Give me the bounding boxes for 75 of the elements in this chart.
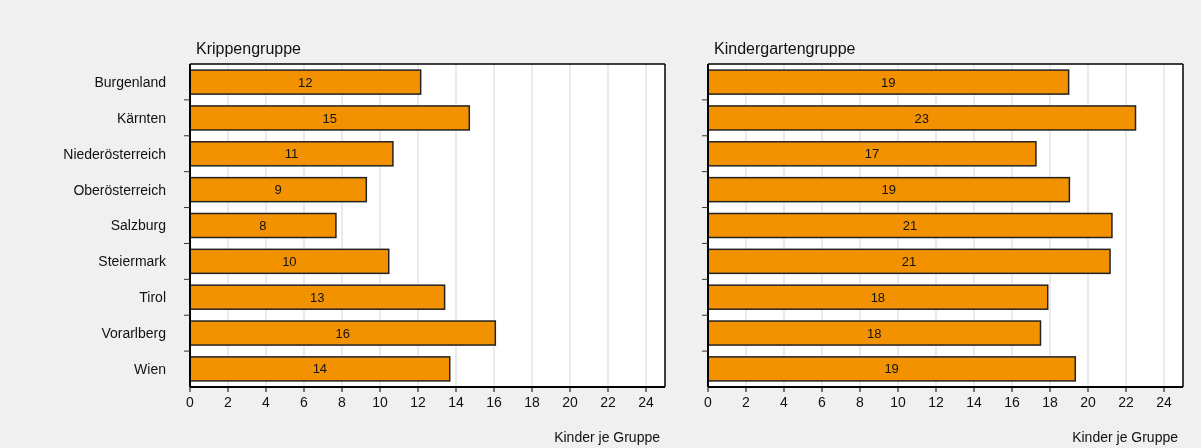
bar xyxy=(707,320,1042,346)
data-label: 8 xyxy=(259,218,267,234)
x-axis-title: Kinder je Gruppe xyxy=(554,429,661,445)
chart-title: Kindergartengruppe xyxy=(714,40,856,57)
data-label: 11 xyxy=(284,146,299,162)
bar xyxy=(189,284,446,310)
bar xyxy=(707,176,1071,203)
data-label: 21 xyxy=(902,218,918,234)
x-tick-label: 18 xyxy=(524,394,540,410)
x-tick-label: 20 xyxy=(1080,394,1096,410)
x-tick-label: 22 xyxy=(600,394,616,410)
data-label: 19 xyxy=(881,182,896,198)
x-tick-label: 0 xyxy=(186,394,195,410)
x-tick-label: 8 xyxy=(856,394,865,410)
x-tick-label: 20 xyxy=(562,394,578,410)
y-tick-label: Steiermark xyxy=(98,253,167,270)
bar xyxy=(707,105,1137,131)
y-tick-label: Tirol xyxy=(139,289,166,306)
y-tick-label: Salzburg xyxy=(110,217,166,234)
data-label: 13 xyxy=(310,289,325,305)
data-label: 14 xyxy=(312,361,328,377)
x-tick-label: 10 xyxy=(372,394,388,410)
x-tick-label: 24 xyxy=(1156,394,1172,410)
x-tick-label: 16 xyxy=(1004,394,1020,410)
bar xyxy=(189,212,337,239)
bar xyxy=(707,356,1077,382)
x-tick-label: 10 xyxy=(890,394,906,410)
data-label: 19 xyxy=(884,361,899,377)
data-label: 12 xyxy=(298,74,313,90)
x-tick-label: 4 xyxy=(780,394,789,410)
x-tick-label: 6 xyxy=(818,394,827,410)
x-tick-label: 14 xyxy=(966,394,982,410)
x-tick-label: 22 xyxy=(1118,394,1134,410)
x-tick-label: 0 xyxy=(704,394,713,410)
y-tick-label: Oberösterreich xyxy=(73,181,166,198)
x-tick-label: 14 xyxy=(448,394,464,410)
x-tick-label: 12 xyxy=(410,394,426,410)
data-label: 23 xyxy=(914,110,929,126)
bar xyxy=(707,212,1113,239)
bar xyxy=(189,141,394,167)
x-tick-label: 18 xyxy=(1042,394,1058,410)
y-tick-label: Burgenland xyxy=(94,74,166,90)
y-tick-label: Wien xyxy=(134,360,166,377)
x-tick-label: 16 xyxy=(486,394,502,410)
bar xyxy=(189,105,471,131)
bar xyxy=(189,320,497,346)
x-tick-label: 2 xyxy=(224,394,233,410)
x-tick-label: 8 xyxy=(338,394,347,410)
y-tick-label: Vorarlberg xyxy=(101,324,166,341)
y-tick-label: Kärnten xyxy=(116,109,166,126)
x-tick-label: 24 xyxy=(638,394,654,410)
data-label: 9 xyxy=(274,182,282,198)
x-tick-label: 12 xyxy=(928,394,944,410)
data-label: 19 xyxy=(881,74,896,90)
bar xyxy=(189,69,422,95)
bar xyxy=(189,176,368,203)
x-tick-label: 2 xyxy=(742,394,751,410)
bar xyxy=(707,284,1049,310)
data-label: 15 xyxy=(322,110,337,126)
bar xyxy=(707,248,1111,275)
data-label: 18 xyxy=(870,289,886,305)
bar xyxy=(707,69,1070,95)
bar xyxy=(189,248,390,275)
x-tick-label: 4 xyxy=(262,394,271,410)
data-label: 16 xyxy=(335,325,350,341)
chart-title: Krippengruppe xyxy=(196,40,302,57)
data-label: 21 xyxy=(901,253,917,269)
x-axis-title: Kinder je Gruppe xyxy=(1072,429,1179,445)
bar xyxy=(707,141,1037,167)
data-label: 18 xyxy=(867,325,882,341)
bar xyxy=(189,356,451,382)
x-tick-label: 6 xyxy=(300,394,309,410)
data-label: 17 xyxy=(864,146,880,162)
y-tick-label: Niederösterreich xyxy=(63,145,166,162)
data-label: 10 xyxy=(282,253,297,269)
